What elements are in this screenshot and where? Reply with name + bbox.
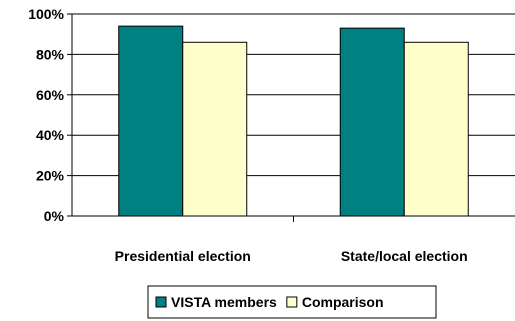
y-tick-label: 100% [28, 6, 64, 22]
legend-label: VISTA members [171, 294, 277, 310]
y-tick-label: 80% [36, 46, 65, 62]
x-category-label: Presidential election [115, 248, 251, 264]
y-tick-label: 60% [36, 87, 65, 103]
legend-label: Comparison [302, 294, 384, 310]
bar-comparison [182, 41, 248, 217]
bar-vista-members [118, 25, 184, 217]
legend-swatch-vista-members [155, 296, 167, 308]
legend-swatch-comparison [286, 296, 298, 308]
y-tick-label: 40% [36, 127, 65, 143]
x-category-label: State/local election [341, 248, 468, 264]
y-tick-label: 20% [36, 168, 65, 184]
bar-comparison [403, 41, 469, 217]
y-tick-label: 0% [44, 208, 65, 224]
bar-vista-members [339, 27, 405, 217]
